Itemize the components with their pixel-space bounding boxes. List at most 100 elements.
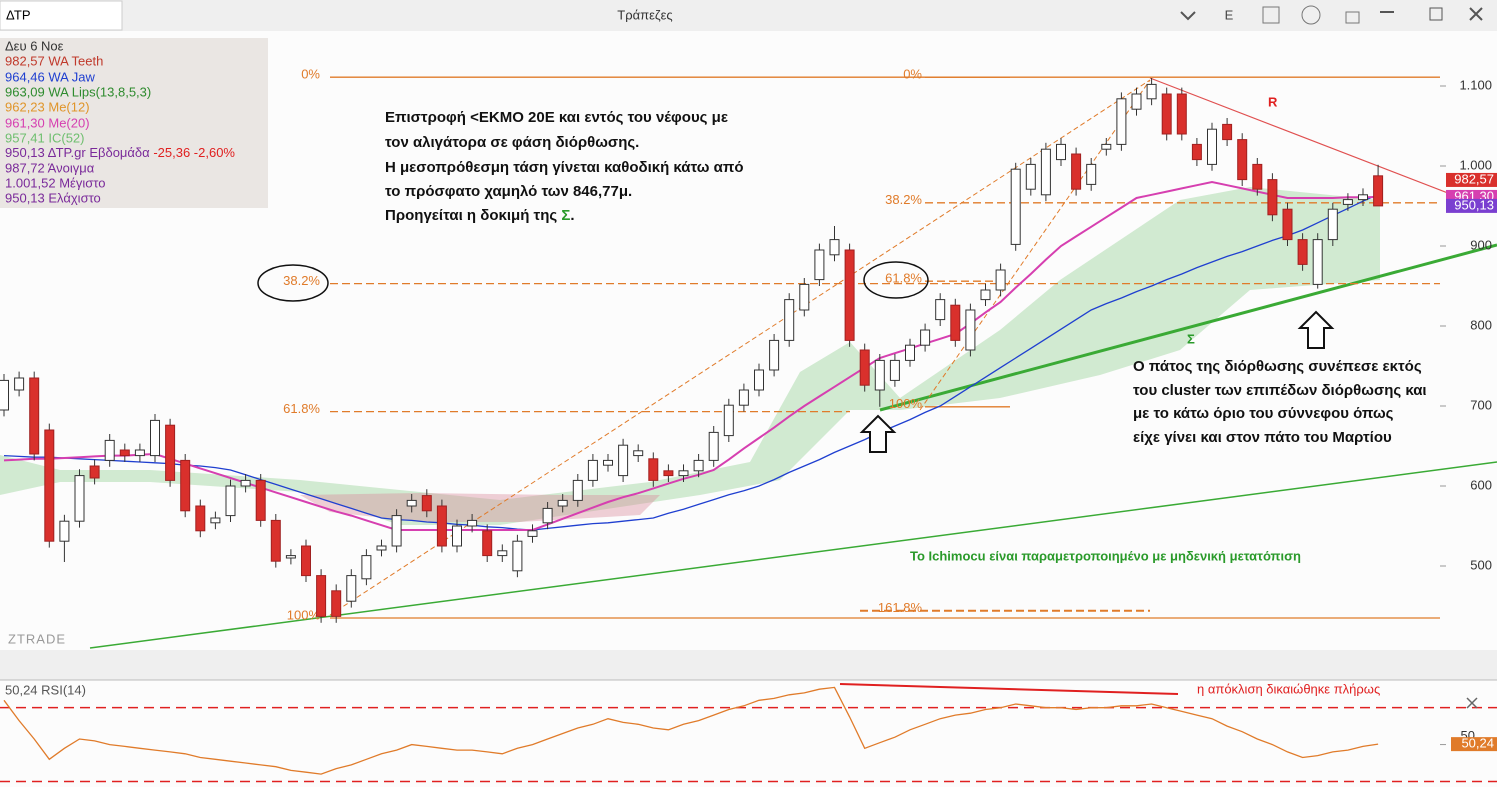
- candle-body: [89, 465, 100, 479]
- rsi-name: 50,24 RSI(14): [5, 682, 86, 697]
- close[interactable]: [1469, 7, 1483, 21]
- legend-item: 964,46 WA Jaw: [5, 69, 95, 84]
- candle-body: [512, 540, 523, 572]
- candle-body: [467, 519, 478, 527]
- candle-body: [1086, 163, 1097, 185]
- legend-item: 1.001,52 Μέγιστο: [5, 175, 105, 190]
- candle-body: [165, 424, 176, 481]
- symbol: ΔΤΡ: [6, 7, 31, 22]
- support-line: [879, 243, 1497, 412]
- candle-body: [376, 545, 387, 551]
- fib-label: 100%: [889, 396, 923, 411]
- candle-body: [723, 404, 734, 437]
- candle-body: [1282, 208, 1293, 241]
- candle-body: [1207, 128, 1217, 165]
- highlight-circle: [257, 264, 329, 302]
- candle-body: [150, 419, 160, 457]
- candle-body: [1040, 148, 1051, 196]
- candle-body: [557, 499, 568, 507]
- icon[interactable]: [1301, 5, 1321, 25]
- resistance-line: [1149, 77, 1497, 213]
- candle-body: [1358, 194, 1368, 201]
- candle-body: [346, 575, 357, 602]
- candle-body: [1146, 83, 1157, 100]
- candle-body: [1116, 98, 1127, 145]
- candle-body: [754, 369, 764, 391]
- close-panel[interactable]: [1466, 697, 1478, 709]
- candle-body: [240, 479, 251, 487]
- fib-label: 38.2%: [885, 192, 922, 207]
- y-tick-label: 900: [1470, 237, 1492, 252]
- candle-body: [1025, 163, 1036, 190]
- note-part: Σ: [561, 207, 570, 224]
- candle-body: [255, 479, 266, 521]
- candle-body: [210, 517, 221, 524]
- candle-body: [663, 470, 674, 477]
- title-bar: [0, 0, 1497, 31]
- icon[interactable]: [1345, 11, 1360, 24]
- note: Ο πάτος της διόρθωσης συνέπεσε εκτός: [1133, 358, 1422, 375]
- trend-line: [89, 461, 1497, 649]
- candle-body: [527, 530, 538, 537]
- fib-label: 0%: [903, 67, 922, 82]
- candle-body: [1297, 239, 1308, 265]
- candle-body: [769, 339, 780, 371]
- candle-body: [195, 505, 206, 532]
- candle-body: [391, 515, 402, 547]
- y-tick-label: 700: [1470, 397, 1492, 412]
- legend-item: 982,57 WA Teeth: [5, 53, 103, 68]
- ichimoku-note: Το Ichimocu είναι παραμετροποιημένο με μ…: [910, 548, 1301, 563]
- note: Η μεσοπρόθεσμη τάση γίνεται καθοδική κάτ…: [385, 159, 744, 176]
- candle-body: [44, 429, 55, 542]
- candle-body: [708, 431, 719, 461]
- candle-body: [331, 590, 342, 617]
- candle-body: [406, 499, 417, 507]
- candle-body: [1056, 143, 1066, 161]
- candle-body: [1342, 199, 1353, 205]
- candle-body: [889, 359, 900, 381]
- dropdown-icon[interactable]: [1180, 11, 1196, 21]
- candle-body: [693, 459, 704, 472]
- candle-body: [225, 485, 236, 517]
- candle-body: [1161, 93, 1172, 135]
- candle-body: [844, 249, 855, 341]
- candle-body: [618, 444, 629, 477]
- candle-body: [678, 470, 689, 477]
- note: Επιστροφή <ΕΚΜΟ 20Ε και εντός του νέφους…: [385, 109, 728, 126]
- candle-body: [270, 519, 281, 562]
- price-tag-label: 982,57: [1454, 171, 1494, 186]
- note: είχε γίνει και στον πάτο του Μαρτίου: [1133, 429, 1392, 446]
- toolbar-e[interactable]: E: [1225, 7, 1234, 22]
- ichimoku-cloud: [0, 187, 1380, 525]
- rsi-tag: [1451, 737, 1497, 752]
- candle-body: [285, 555, 296, 559]
- candle-body: [1327, 208, 1338, 241]
- rsi-tag-label: 50,24: [1461, 736, 1494, 751]
- candle-body: [814, 249, 825, 281]
- candle-body: [980, 289, 991, 301]
- indicator-line: [3, 193, 1379, 531]
- candle-body: [587, 459, 598, 481]
- icon[interactable]: [1262, 6, 1280, 24]
- legend-item: 961,30 Me(20): [5, 115, 90, 130]
- symbol-box[interactable]: [0, 0, 123, 31]
- candle-body: [452, 525, 462, 547]
- candle-body: [1191, 143, 1202, 161]
- window-title: Τράπεζες: [617, 7, 672, 22]
- y-tick-label: 800: [1470, 317, 1492, 332]
- candle-body: [134, 449, 145, 457]
- candle-body: [1237, 139, 1248, 181]
- y-tick-label: 1.000: [1459, 157, 1492, 172]
- legend-part: 950,13 ΔΤΡ.gr Εβδομάδα: [5, 145, 150, 160]
- resistance-label: R: [1268, 94, 1278, 109]
- legend-item: 987,72 Άνοιγμα: [5, 160, 95, 175]
- candle-body: [784, 299, 795, 341]
- highlight-circle: [863, 261, 929, 299]
- legend-item: 957,41 IC(52): [5, 130, 85, 145]
- candle-body: [965, 309, 976, 351]
- candle-body: [59, 520, 70, 542]
- fib-trend: [329, 79, 1151, 616]
- note: τον αλιγάτορα σε φάση διόρθωσης.: [385, 134, 639, 151]
- restore[interactable]: [1429, 7, 1443, 21]
